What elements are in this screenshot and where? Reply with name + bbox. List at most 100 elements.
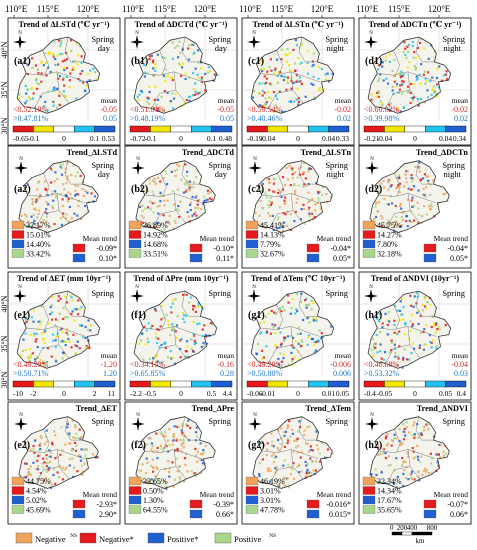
class-swatch	[11, 220, 25, 230]
map-pixel	[76, 214, 79, 217]
map-pixel	[139, 469, 142, 472]
map-pixel	[43, 52, 46, 55]
north-arrow-icon	[247, 40, 261, 44]
map-pixel	[149, 437, 152, 440]
map-pixel	[182, 317, 185, 320]
map-pixel	[288, 100, 291, 103]
map-pixel	[282, 176, 285, 179]
map-pixel	[70, 49, 73, 53]
map-pixel	[62, 351, 65, 355]
map-pixel	[394, 355, 397, 358]
map-pixel	[432, 89, 435, 92]
map-pixel	[151, 179, 154, 182]
map-pixel	[70, 39, 73, 42]
map-pixel	[19, 354, 22, 357]
class-swatch	[11, 230, 25, 239]
map-pixel	[171, 439, 174, 443]
map-pixel	[276, 346, 279, 349]
map-pixel	[286, 424, 289, 427]
map-pixel	[296, 87, 299, 90]
class-swatch	[245, 495, 259, 505]
map-pixel	[24, 213, 27, 216]
map-pixel	[387, 442, 390, 445]
panel-label: (h1)	[365, 310, 382, 321]
map-pixel	[443, 454, 446, 458]
map-pixel	[429, 452, 432, 455]
map-pixel	[147, 322, 150, 325]
panel-title: Trend of ΔDCTd (℃ yr⁻¹)	[135, 20, 228, 29]
negative-share: <0.34.15%	[130, 360, 166, 369]
map-pixel	[36, 346, 39, 349]
map-pixel	[204, 72, 207, 75]
map-pixel	[137, 469, 140, 472]
map-pixel	[258, 322, 261, 325]
map-pixel	[69, 193, 72, 196]
map-pixel	[317, 190, 320, 193]
map-pixel	[176, 315, 179, 318]
class-swatch	[128, 486, 142, 495]
map-pixel	[32, 320, 35, 323]
map-pixel	[263, 75, 266, 78]
province-boundary	[181, 160, 200, 185]
map-pixel	[274, 312, 277, 315]
map-pixel	[25, 99, 28, 102]
map-pixel	[379, 343, 382, 346]
map-pixel	[172, 436, 176, 439]
map-pixel	[410, 304, 413, 307]
map-pixel	[283, 221, 286, 224]
lon-tick-label: 110°E	[122, 4, 145, 14]
map-pixel	[277, 188, 280, 191]
map-pixel	[64, 443, 67, 446]
map-pixel	[24, 332, 27, 335]
map-pixel	[173, 169, 176, 172]
map-pixel	[142, 216, 145, 219]
map-pixel	[151, 190, 154, 193]
map-pixel	[66, 175, 69, 178]
map-pixel	[402, 438, 406, 441]
map-pixel	[80, 218, 83, 221]
map-pixel	[266, 469, 270, 472]
map-pixel	[294, 340, 297, 343]
map-pixel	[32, 213, 35, 216]
map-pixel	[304, 95, 307, 98]
map-pixel	[142, 477, 145, 480]
map-pixel	[283, 459, 286, 462]
map-pixel	[32, 461, 35, 464]
map-pixel	[411, 44, 414, 48]
map-pixel	[156, 176, 160, 179]
map-pixel	[405, 358, 408, 361]
mean-positive-swatch	[72, 253, 86, 263]
map-pixel	[399, 182, 402, 185]
map-pixel	[399, 225, 402, 228]
map-pixel	[442, 450, 445, 453]
map-pixel	[437, 326, 440, 329]
map-pixel	[388, 53, 391, 56]
map-pixel	[188, 99, 191, 102]
map-pixel	[40, 436, 43, 439]
map-pixel	[313, 340, 316, 343]
map-pixel	[416, 201, 419, 204]
time-label: night	[327, 43, 345, 53]
map-pixel	[296, 332, 299, 335]
map-pixel	[305, 464, 308, 467]
mean-label: mean	[335, 96, 351, 105]
map-pixel	[326, 72, 329, 75]
map-pixel	[387, 219, 390, 222]
map-pixel	[76, 62, 79, 65]
mean-positive: 0.28	[220, 369, 234, 378]
map-pixel	[410, 180, 413, 183]
map-pixel	[35, 332, 38, 335]
map-pixel	[45, 454, 48, 457]
colorbar-segment	[384, 380, 405, 388]
map-pixel	[421, 215, 424, 218]
map-pixel	[91, 453, 95, 456]
colorbar-segment	[129, 380, 151, 388]
north-arrow-icon: N	[135, 285, 139, 290]
map-pixel	[411, 324, 414, 328]
map-pixel	[37, 72, 40, 75]
map-pixel	[170, 357, 173, 360]
map-pixel	[435, 322, 438, 325]
map-pixel	[32, 225, 35, 228]
map-pixel	[38, 225, 42, 228]
season-label: Spring	[91, 416, 114, 426]
